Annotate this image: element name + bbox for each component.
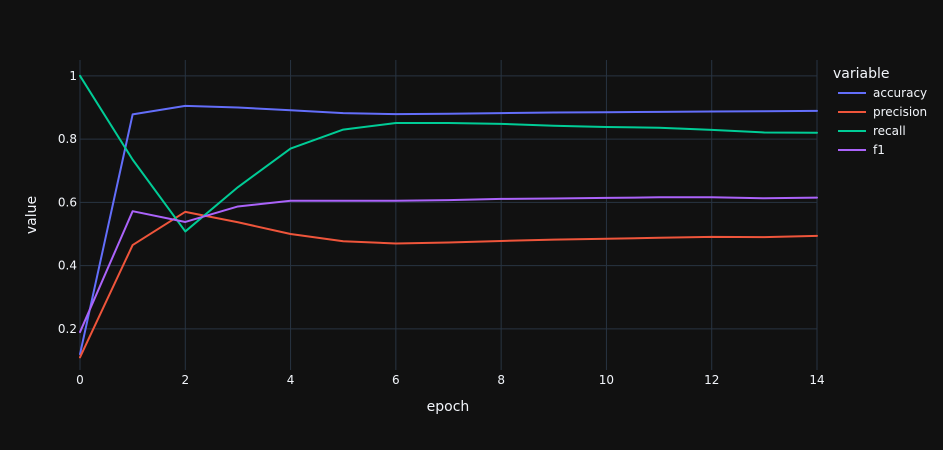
x-tick-label: 12: [704, 373, 719, 387]
legend: variable accuracy precision recall f1: [833, 66, 927, 157]
series-line-accuracy: [79, 104, 818, 356]
legend-label-recall: recall: [873, 124, 906, 138]
series-line-precision: [79, 210, 818, 359]
x-axis-ticks: 0 2 4 6 8 10 12 14: [76, 373, 824, 387]
x-tick-label: 14: [809, 373, 824, 387]
y-tick-label: 0.4: [58, 259, 77, 273]
y-axis-title: value: [24, 196, 40, 234]
y-tick-label: 0.2: [58, 322, 77, 336]
legend-label-accuracy: accuracy: [873, 86, 927, 100]
x-tick-label: 8: [497, 373, 505, 387]
legend-label-precision: precision: [873, 105, 927, 119]
legend-label-f1: f1: [873, 143, 885, 157]
x-tick-label: 4: [287, 373, 295, 387]
series-group: [79, 74, 818, 359]
y-tick-label: 0.8: [58, 132, 77, 146]
series-line-f1: [79, 196, 818, 334]
x-tick-label: 2: [181, 373, 189, 387]
x-tick-label: 6: [392, 373, 400, 387]
y-tick-label: 1: [69, 69, 77, 83]
x-tick-label: 0: [76, 373, 84, 387]
x-tick-label: 10: [599, 373, 614, 387]
y-tick-label: 0.6: [58, 195, 77, 209]
x-axis-title: epoch: [427, 399, 470, 415]
legend-title: variable: [833, 66, 889, 82]
y-axis-ticks: 0.2 0.4 0.6 0.8 1: [58, 69, 77, 336]
